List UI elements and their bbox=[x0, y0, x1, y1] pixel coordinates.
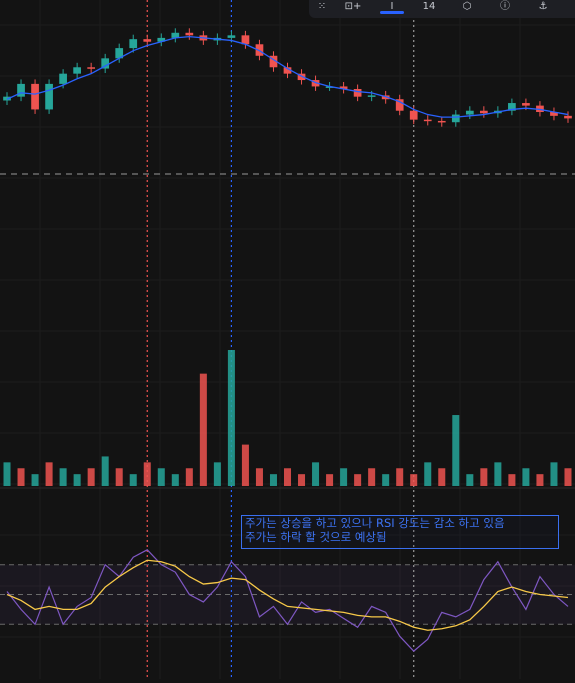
candle-body bbox=[325, 86, 334, 88]
candle-body bbox=[87, 67, 96, 69]
volume-bar bbox=[410, 474, 418, 486]
volume-bar bbox=[269, 474, 277, 486]
annotation-line-1: 주가는 상승을 하고 있으나 RSI 강도는 감소 하고 있음 bbox=[245, 516, 505, 530]
candle-body bbox=[45, 83, 53, 110]
volume-bar bbox=[73, 474, 81, 486]
volume-bar bbox=[466, 474, 474, 486]
candle-body bbox=[339, 86, 348, 89]
price-moving-average-line bbox=[6, 35, 569, 118]
candle-body bbox=[227, 35, 236, 38]
candle-body bbox=[367, 95, 376, 97]
crosshair-add-icon[interactable]: ⊡+ bbox=[344, 1, 362, 12]
volume-bar bbox=[3, 462, 11, 486]
volume-bar bbox=[31, 474, 39, 486]
candle-body bbox=[522, 103, 530, 106]
volume-bar bbox=[45, 462, 53, 486]
candle-body bbox=[157, 37, 166, 42]
volume-bar bbox=[550, 462, 558, 486]
candle-body bbox=[185, 32, 194, 36]
volume-bar bbox=[368, 468, 376, 486]
candle-body bbox=[550, 112, 558, 116]
volume-bar bbox=[129, 474, 137, 486]
volume-bar bbox=[213, 462, 221, 486]
annotation-box[interactable]: 주가는 상승을 하고 있으나 RSI 강도는 감소 하고 있음 주가는 하락 할… bbox=[241, 515, 559, 549]
volume-bar bbox=[59, 468, 67, 486]
volume-bar bbox=[494, 462, 502, 486]
candle-body bbox=[59, 73, 67, 84]
pen-icon[interactable]: I bbox=[390, 1, 394, 12]
rsi-signal-line bbox=[6, 559, 569, 631]
candle-body bbox=[17, 83, 25, 97]
candle-body bbox=[31, 83, 39, 110]
volume-bar bbox=[87, 468, 95, 486]
candle-body bbox=[508, 103, 516, 111]
drawing-toolbar: ⁙ ⊡+ I 14 ⬡ ⓘ ⚓ bbox=[309, 0, 575, 18]
info-icon[interactable]: ⓘ bbox=[500, 1, 510, 12]
volume-bar bbox=[480, 468, 488, 486]
volume-bar bbox=[143, 462, 151, 486]
candle-body bbox=[101, 58, 110, 69]
candle-body bbox=[143, 39, 152, 42]
anchor-icon[interactable]: ⚓ bbox=[538, 1, 548, 12]
rsi-line bbox=[6, 549, 569, 652]
indicator-count-icon[interactable]: 14 bbox=[422, 1, 436, 12]
candle-body bbox=[451, 114, 460, 123]
candle-body bbox=[241, 35, 250, 45]
volume-bar bbox=[101, 456, 109, 486]
volume-bar bbox=[438, 468, 446, 486]
volume-bar bbox=[326, 474, 334, 486]
candle-body bbox=[115, 48, 124, 59]
volume-bar bbox=[312, 462, 320, 486]
volume-bar bbox=[227, 350, 235, 486]
candle-body bbox=[129, 39, 138, 49]
candle-body bbox=[283, 67, 292, 74]
volume-bar bbox=[199, 373, 207, 486]
volume-bar bbox=[536, 474, 544, 486]
volume-bar bbox=[241, 444, 249, 486]
volume-bar bbox=[382, 474, 390, 486]
candle-body bbox=[171, 32, 180, 38]
candle-body bbox=[479, 110, 488, 114]
volume-bar bbox=[354, 474, 362, 486]
volume-bar bbox=[522, 468, 530, 486]
volume-bar bbox=[115, 468, 123, 486]
candle-body bbox=[73, 67, 81, 74]
volume-bar bbox=[17, 468, 25, 486]
volume-bar bbox=[396, 468, 404, 486]
volume-bar bbox=[283, 468, 292, 486]
hexagon-icon[interactable]: ⬡ bbox=[462, 1, 472, 12]
volume-bar bbox=[564, 468, 572, 486]
candle-body bbox=[269, 55, 278, 68]
candle-body bbox=[409, 110, 418, 120]
candle-body bbox=[465, 110, 474, 115]
volume-bar bbox=[452, 415, 460, 486]
candle-body bbox=[395, 99, 404, 111]
volume-bar bbox=[185, 468, 193, 486]
volume-bar bbox=[340, 468, 348, 486]
volume-bar bbox=[171, 474, 179, 486]
volume-bar bbox=[508, 474, 516, 486]
volume-bar bbox=[424, 462, 432, 486]
volume-bar bbox=[157, 468, 165, 486]
candle-body bbox=[564, 115, 572, 119]
move-dots-icon[interactable]: ⁙ bbox=[317, 1, 327, 12]
candle-body bbox=[437, 120, 446, 123]
volume-bar bbox=[255, 468, 263, 486]
active-tool-indicator bbox=[380, 11, 404, 14]
volume-bar bbox=[298, 474, 306, 486]
candle-body bbox=[353, 89, 362, 97]
candle-body bbox=[423, 119, 432, 122]
annotation-line-2: 주가는 하락 할 것으로 예상됨 bbox=[245, 530, 387, 544]
